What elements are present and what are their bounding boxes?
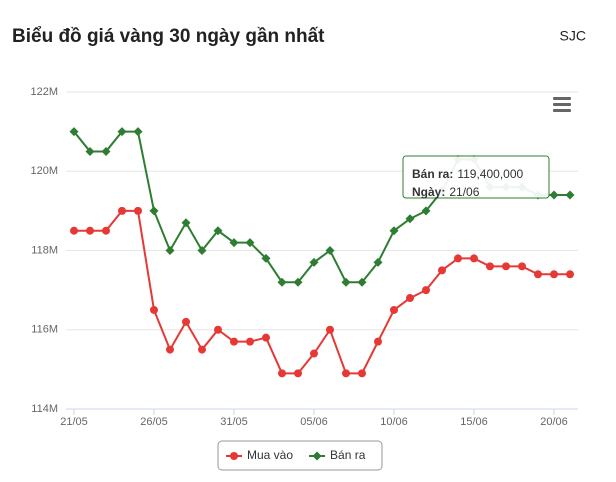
x-tick-label: 26/05 xyxy=(140,416,168,428)
point xyxy=(69,127,79,137)
tooltip-label: Bán ra: xyxy=(412,167,453,181)
point xyxy=(406,294,414,303)
series-line xyxy=(73,130,570,284)
x-tick-label: 20/06 xyxy=(540,416,568,428)
point xyxy=(197,246,207,255)
point xyxy=(357,277,367,287)
point xyxy=(341,277,351,287)
point xyxy=(134,206,142,215)
x-tick-label: 31/05 xyxy=(220,416,248,428)
point xyxy=(230,337,238,346)
y-tick-label: 120M xyxy=(30,165,58,177)
legend-marker xyxy=(312,451,322,461)
point xyxy=(486,262,494,271)
point xyxy=(118,206,126,215)
y-tick-label: 116M xyxy=(31,324,58,336)
point xyxy=(245,238,255,248)
legend-item[interactable]: Mua vào xyxy=(226,448,293,462)
point xyxy=(166,345,174,354)
x-tick-label: 15/06 xyxy=(460,416,488,428)
point xyxy=(246,337,254,346)
point xyxy=(278,369,286,378)
menu-bar xyxy=(553,97,571,100)
y-tick-label: 118M xyxy=(31,244,58,256)
menu-icon[interactable] xyxy=(553,97,571,112)
point xyxy=(262,333,270,342)
point xyxy=(358,369,366,378)
point xyxy=(149,206,159,216)
point xyxy=(213,226,223,236)
point xyxy=(133,127,143,137)
point xyxy=(150,305,158,314)
tooltip-value: 21/06 xyxy=(449,185,479,199)
series-line xyxy=(74,209,570,375)
point xyxy=(518,262,526,271)
point xyxy=(421,206,431,216)
tooltip-row: Bán ra: 119,400,000 xyxy=(412,167,524,181)
chart-title: Biểu đồ giá vàng 30 ngày gần nhất xyxy=(12,26,325,47)
point xyxy=(565,190,575,200)
legend-box xyxy=(217,440,383,471)
legend-item[interactable]: Bán ra xyxy=(309,448,366,462)
point xyxy=(261,253,271,263)
menu-bar xyxy=(553,109,571,112)
point xyxy=(470,254,478,263)
point xyxy=(326,325,334,334)
point xyxy=(534,270,542,279)
legend: Mua vào Bán ra xyxy=(217,440,383,471)
point xyxy=(101,146,111,156)
point xyxy=(422,286,430,295)
legend-marker xyxy=(230,452,238,460)
point xyxy=(86,226,94,235)
point xyxy=(373,257,383,267)
point xyxy=(181,218,191,228)
point xyxy=(454,254,462,263)
point xyxy=(182,317,190,326)
point xyxy=(325,246,335,255)
tooltip-label: Ngày: xyxy=(412,185,445,199)
point xyxy=(405,214,415,224)
tooltip-row: Ngày: 21/06 xyxy=(412,185,480,199)
point xyxy=(102,226,110,235)
tooltip: Bán ra: 119,400,000 Ngày: 21/06 xyxy=(402,155,550,199)
point xyxy=(85,146,95,156)
y-tick-label: 114M xyxy=(31,403,58,415)
point xyxy=(117,127,127,137)
point xyxy=(389,226,399,236)
x-tick-label: 10/06 xyxy=(380,416,408,428)
tooltip-value: 119,400,000 xyxy=(457,167,523,181)
x-tick-label: 21/05 xyxy=(60,416,88,428)
x-tick-label: 05/06 xyxy=(300,416,328,428)
point xyxy=(438,266,446,275)
point xyxy=(293,277,303,287)
y-tick-label: 122M xyxy=(30,86,58,98)
point xyxy=(70,226,78,235)
point xyxy=(198,345,206,354)
point xyxy=(309,257,319,267)
tooltip-box xyxy=(402,155,550,199)
legend-label: Bán ra xyxy=(330,448,366,462)
point xyxy=(374,337,382,346)
chart-subtitle: SJC xyxy=(560,28,586,44)
point xyxy=(277,277,287,287)
point xyxy=(566,270,574,279)
point xyxy=(310,349,318,358)
point xyxy=(294,369,302,378)
point xyxy=(549,190,559,200)
point xyxy=(229,238,239,248)
point xyxy=(342,369,350,378)
legend-label: Mua vào xyxy=(247,448,293,462)
menu-bar xyxy=(553,103,571,106)
point xyxy=(550,270,558,279)
point xyxy=(502,262,510,271)
point xyxy=(390,305,398,314)
point xyxy=(165,246,175,255)
point xyxy=(214,325,222,334)
